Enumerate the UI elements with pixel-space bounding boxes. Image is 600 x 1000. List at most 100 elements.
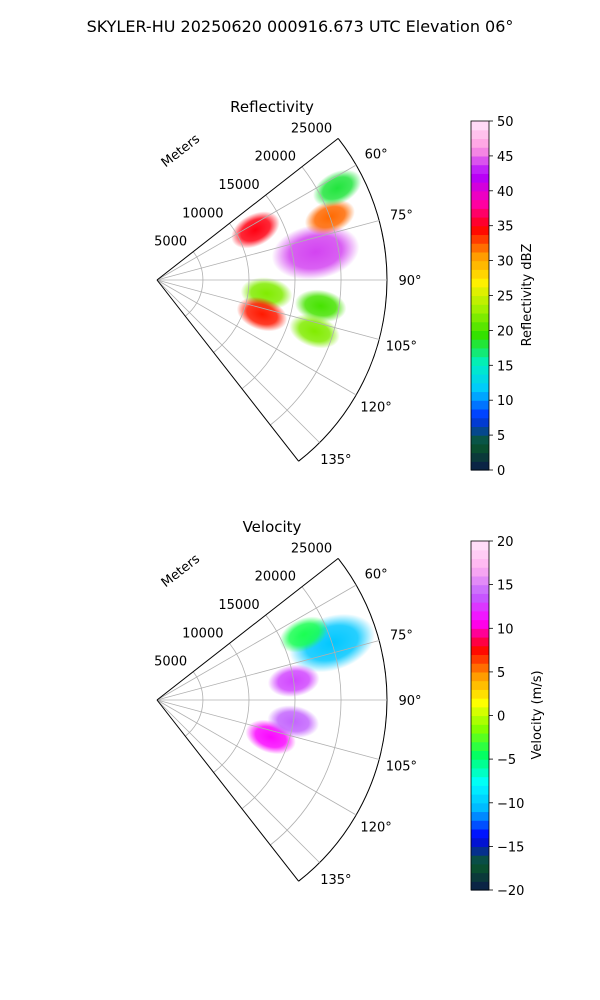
velocity-colorbar-segment <box>471 541 489 551</box>
velocity-colorbar-segment <box>471 846 489 856</box>
reflectivity-colorbar-tick-label: 15 <box>497 359 514 374</box>
velocity-colorbar-segment <box>471 863 489 874</box>
velocity-polar-grid <box>156 558 388 882</box>
reflectivity-colorbar-tick-label: 30 <box>497 255 514 270</box>
reflectivity-theta-tick-label: 90° <box>398 274 421 289</box>
velocity-colorbar-segment <box>471 706 489 717</box>
velocity-spoke <box>156 699 357 816</box>
reflectivity-colorbar-segment <box>471 138 489 148</box>
reflectivity-r-tick-label: 5000 <box>154 235 187 250</box>
velocity-colorbar-segment <box>471 794 489 804</box>
velocity-theta-tick-label: 75° <box>390 629 413 644</box>
velocity-r-tick-label: 25000 <box>291 541 332 556</box>
velocity-range-ring <box>270 586 342 846</box>
velocity-colorbar-segment <box>471 567 489 577</box>
velocity-colorbar-segment <box>471 610 489 621</box>
velocity-wedge-edge <box>156 699 299 882</box>
velocity-colorbar-segment <box>471 750 489 760</box>
velocity-colorbar-segment <box>471 872 489 882</box>
reflectivity-colorbar-segment <box>471 251 489 262</box>
reflectivity-range-ring <box>213 223 250 353</box>
reflectivity-spoke <box>156 279 380 340</box>
reflectivity-colorbar-segment <box>471 173 489 183</box>
velocity-colorbar-segment <box>471 820 489 830</box>
velocity-r-tick-label: 5000 <box>154 655 187 670</box>
velocity-colorbar-segment <box>471 654 489 664</box>
reflectivity-theta-tick-label: 60° <box>365 148 388 163</box>
velocity-theta-tick-label: 135° <box>320 873 351 888</box>
velocity-colorbar-tick-label: 15 <box>497 579 514 594</box>
reflectivity-theta-tick-label: 105° <box>386 340 417 355</box>
reflectivity-outer-arc <box>298 138 388 462</box>
reflectivity-colorbar-segment <box>471 391 489 401</box>
reflectivity-r-tick-label: 10000 <box>182 206 223 221</box>
velocity-colorbar-tick-label: −10 <box>497 797 524 812</box>
figure-title: SKYLER-HU 20250620 000916.673 UTC Elevat… <box>87 17 514 36</box>
reflectivity-colorbar-segment <box>471 461 489 471</box>
reflectivity-colorbar-segment <box>471 243 489 253</box>
reflectivity-colorbar-segment <box>471 216 489 227</box>
reflectivity-colorbar-segment <box>471 208 489 218</box>
reflectivity-colorbar-tick-label: 0 <box>497 464 505 479</box>
velocity-colorbar-tick-label: 10 <box>497 622 514 637</box>
velocity-colorbar-segment <box>471 584 489 594</box>
velocity-theta-tick-label: 90° <box>398 694 421 709</box>
reflectivity-r-tick-label: 25000 <box>291 121 332 136</box>
reflectivity-colorbar-segment <box>471 155 489 166</box>
velocity-r-tick-label: 10000 <box>182 626 223 641</box>
velocity-spoke <box>156 584 357 701</box>
reflectivity-colorbar-segment <box>471 304 489 314</box>
velocity-spoke <box>156 699 380 760</box>
reflectivity-colorbar-segment <box>471 234 489 244</box>
velocity-colorbar-segment <box>471 636 489 647</box>
velocity-colorbar-segment <box>471 741 489 751</box>
velocity-colorbar-segment <box>471 715 489 725</box>
velocity-r-tick-label: 15000 <box>218 598 259 613</box>
velocity-colorbar-segment <box>471 802 489 813</box>
reflectivity-range-ring <box>241 194 296 390</box>
reflectivity-panel: Reflectivity Meters 5000 10000 15000 20000 2… <box>154 98 535 479</box>
reflectivity-colorbar: Reflectivity dBZ 0 5 10 15 20 25 30 35 40 45 50 <box>470 115 535 479</box>
reflectivity-spoke <box>156 164 357 281</box>
velocity-range-ring <box>185 671 204 737</box>
velocity-r-tick-label: 20000 <box>255 570 296 585</box>
reflectivity-echo-0 <box>271 224 360 280</box>
velocity-echo-4 <box>279 616 329 653</box>
reflectivity-range-ring <box>270 166 342 426</box>
reflectivity-theta-tick-label: 120° <box>360 401 391 416</box>
velocity-theta-tick-label: 60° <box>365 568 388 583</box>
velocity-radial-axis-label: Meters <box>159 552 203 591</box>
velocity-echo-layer <box>245 613 375 755</box>
velocity-spoke <box>156 640 380 701</box>
reflectivity-colorbar-segment <box>471 382 489 393</box>
reflectivity-colorbar-tick-label: 50 <box>497 115 514 130</box>
reflectivity-colorbar-tick-label: 10 <box>497 394 514 409</box>
reflectivity-colorbar-segment <box>471 312 489 323</box>
reflectivity-colorbar-segment <box>471 374 489 384</box>
reflectivity-r-tick-label: 15000 <box>218 178 259 193</box>
reflectivity-wedge-edge <box>156 279 299 462</box>
reflectivity-colorbar-segment <box>471 339 489 349</box>
velocity-spoke <box>156 699 320 863</box>
reflectivity-colorbar-segment <box>471 417 489 427</box>
reflectivity-colorbar-tick-label: 35 <box>497 220 514 235</box>
reflectivity-r-tick-label: 20000 <box>255 150 296 165</box>
reflectivity-colorbar-segment <box>471 199 489 209</box>
velocity-colorbar-segment <box>471 811 489 821</box>
reflectivity-colorbar-segment <box>471 225 489 236</box>
velocity-colorbar-segment <box>471 732 489 743</box>
velocity-colorbar-segment <box>471 837 489 847</box>
reflectivity-title: Reflectivity <box>230 98 314 116</box>
reflectivity-colorbar-segment <box>471 330 489 340</box>
reflectivity-colorbar-segment <box>471 443 489 454</box>
velocity-colorbar-segment <box>471 828 489 839</box>
reflectivity-colorbar-tick-label: 20 <box>497 324 514 339</box>
reflectivity-colorbar-tick-label: 5 <box>497 429 505 444</box>
velocity-colorbar-segment <box>471 671 489 682</box>
reflectivity-colorbar-label: Reflectivity dBZ <box>520 244 535 347</box>
reflectivity-colorbar-segment <box>471 435 489 445</box>
velocity-title: Velocity <box>243 518 302 536</box>
reflectivity-colorbar-segment <box>471 452 489 462</box>
reflectivity-range-ring <box>185 251 204 317</box>
